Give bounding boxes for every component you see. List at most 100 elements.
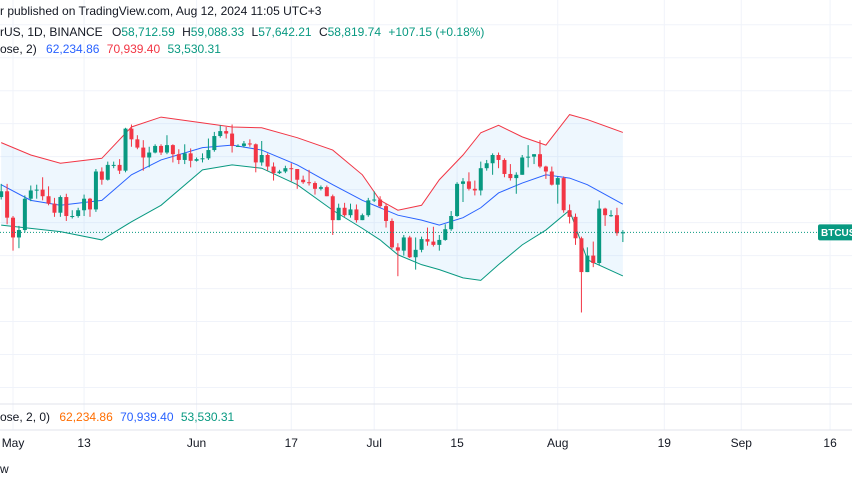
candle-body	[200, 158, 205, 160]
symbol: rUS, 1D, BINANCE	[0, 25, 103, 39]
candle-body	[354, 209, 359, 221]
candle-body	[579, 238, 584, 273]
candle-body	[99, 171, 104, 180]
candle-body	[129, 128, 134, 140]
candle-body	[496, 155, 501, 160]
candle-body	[236, 145, 241, 147]
candle-body	[34, 189, 39, 191]
candle-body	[567, 210, 572, 217]
candle-body	[549, 171, 554, 185]
candle-body	[295, 169, 300, 180]
candle-body	[591, 255, 596, 264]
candle-body	[135, 139, 140, 148]
candle-body	[419, 239, 424, 250]
ohlc-value: 59,088.33	[191, 25, 245, 39]
candle-body	[176, 154, 181, 160]
x-tick-label: 19	[658, 436, 672, 450]
candle-body	[265, 155, 270, 167]
candle-body	[466, 181, 471, 189]
candle-body	[70, 216, 75, 218]
ohlc-label: O	[112, 25, 121, 39]
candle-body	[401, 237, 406, 251]
candle-body	[289, 168, 294, 170]
indicator-legend: ose, 2) 62,234.86 70,939.40 53,530.31	[0, 42, 221, 56]
candle-body	[478, 168, 483, 191]
pane-value: 53,530.31	[181, 410, 235, 424]
candle-body	[472, 188, 477, 191]
candle-body	[22, 198, 27, 231]
candle-body	[537, 154, 542, 167]
candle-body	[46, 196, 51, 204]
candle-body	[194, 159, 199, 161]
pane-legend: ose, 2, 0) 62,234.86 70,939.40 53,530.31	[0, 410, 235, 424]
indicator-value: 62,234.86	[46, 42, 100, 56]
indicator-value: 70,939.40	[107, 42, 161, 56]
candle-body	[64, 197, 69, 217]
candle-body	[212, 136, 217, 151]
ohlc-value: 57,642.21	[258, 25, 312, 39]
candle-body	[378, 199, 383, 207]
candle-body	[555, 178, 560, 185]
candle-body	[58, 197, 63, 213]
candle-body	[0, 191, 4, 198]
candle-body	[620, 232, 625, 234]
candle-body	[543, 166, 548, 172]
candle-body	[247, 143, 252, 145]
candle-body	[301, 179, 306, 183]
candle-body	[490, 155, 495, 164]
candle-body	[585, 255, 590, 273]
candle-body	[153, 145, 158, 153]
candle-body	[87, 198, 92, 210]
candle-body	[141, 147, 146, 158]
candle-body	[603, 208, 608, 216]
candle-body	[82, 198, 87, 211]
candle-body	[182, 153, 187, 160]
candle-body	[395, 247, 400, 251]
candle-body	[502, 159, 507, 174]
candle-body	[573, 216, 578, 239]
candle-body	[105, 164, 110, 180]
candle-body	[253, 144, 258, 163]
candle-body	[147, 152, 152, 158]
candle-body	[431, 241, 436, 245]
candle-body	[218, 131, 223, 137]
x-tick-label: 15	[450, 436, 464, 450]
candle-body	[241, 143, 246, 146]
candle-body	[164, 145, 169, 153]
candle-body	[318, 187, 323, 189]
candle-body	[609, 215, 614, 217]
band-line	[1, 164, 624, 281]
candle-body	[407, 237, 412, 258]
candle-body	[366, 200, 371, 216]
price-label-text: BTCUSD	[821, 228, 852, 239]
price-label-box	[818, 224, 852, 241]
candle-body	[93, 171, 98, 210]
candle-body	[188, 153, 193, 161]
candle-body	[336, 207, 341, 221]
ohlc-label: C	[319, 25, 328, 39]
indicator-value: 53,530.31	[168, 42, 222, 56]
candle-body	[526, 156, 531, 158]
candle-body	[230, 133, 235, 146]
candle-body	[597, 208, 602, 264]
band-fill	[1, 114, 623, 281]
candle-body	[277, 171, 282, 174]
footer: w	[0, 462, 9, 476]
candle-body	[111, 164, 116, 166]
pane-value: 62,234.86	[59, 410, 113, 424]
candle-body	[330, 196, 335, 221]
x-tick-label: 16	[823, 436, 837, 450]
candle-body	[461, 181, 466, 184]
candle-body	[28, 190, 33, 199]
candle-body	[11, 217, 16, 238]
candle-body	[360, 215, 365, 221]
candle-body	[561, 178, 566, 211]
change: +107.15 (+0.18%)	[388, 25, 484, 39]
candle-body	[16, 230, 21, 238]
indicator-name: ose, 2)	[0, 42, 37, 56]
candle-body	[342, 207, 347, 216]
candle-body	[159, 145, 164, 153]
candle-body	[40, 189, 45, 197]
